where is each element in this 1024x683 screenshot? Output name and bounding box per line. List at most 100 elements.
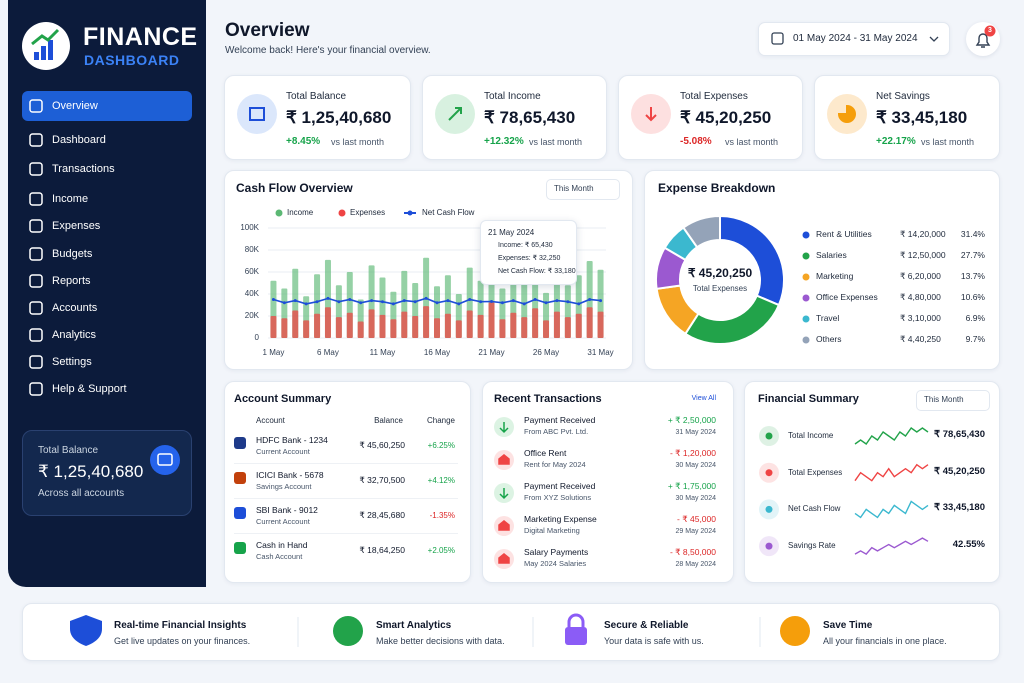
nav-icon [29, 162, 43, 176]
period-dropdown[interactable] [546, 179, 620, 200]
bar [597, 311, 604, 338]
bar [335, 317, 342, 338]
chevron [929, 36, 939, 42]
nav-item[interactable]: Dashboard [52, 134, 106, 146]
summary-value: ₹ 45,20,250 [934, 465, 985, 477]
account-change: +6.25% [427, 441, 455, 450]
account-balance: ₹ 45,60,250 [359, 440, 405, 450]
brand-title: FINANCE [83, 23, 198, 51]
transaction-title: Payment Received [524, 481, 596, 491]
nav-item[interactable]: Income [52, 193, 89, 205]
bar [553, 311, 560, 338]
bar [477, 314, 484, 338]
nav-item[interactable]: Help & Support [52, 383, 127, 395]
account-card [224, 381, 471, 583]
bar [412, 316, 419, 338]
account-type: Current Account [256, 447, 310, 456]
bar [499, 319, 506, 338]
kpi-change: +12.32% [484, 136, 524, 147]
nav-item[interactable]: Settings [52, 356, 92, 368]
kpi-label: Total Income [484, 91, 541, 102]
donut-slice [683, 294, 781, 345]
summary-icon-dot [765, 542, 773, 550]
summary-icon-dot [765, 469, 773, 477]
balance-label: Total Balance [38, 445, 99, 456]
summary-label: Savings Rate [788, 541, 836, 551]
line-point [413, 300, 417, 304]
account-balance: ₹ 18,64,250 [359, 545, 405, 555]
bar [543, 320, 550, 338]
legend-dot [802, 273, 810, 281]
nav-active[interactable] [22, 91, 192, 121]
nav-item[interactable]: Transactions [52, 163, 115, 175]
bar [314, 313, 321, 338]
y-tick-label: 20K [244, 311, 259, 320]
kpi-value: ₹ 33,45,180 [876, 108, 968, 127]
nav-item[interactable]: Reports [52, 275, 91, 287]
summary-icon-dot [765, 432, 773, 440]
legend-dot [802, 294, 810, 302]
bar [434, 318, 440, 338]
card-title: Financial Summary [758, 393, 859, 405]
tooltip-title: 21 May 2024 [488, 228, 535, 237]
feature-icon [565, 627, 587, 645]
brand-subtitle: DASHBOARD [84, 52, 180, 68]
feature-text: Get live updates on your finances. [114, 636, 251, 646]
column-header: Account [256, 416, 285, 425]
period-dropdown[interactable] [916, 390, 990, 411]
line-point [391, 302, 395, 306]
transaction-title: Office Rent [524, 448, 567, 458]
transaction-amount: + ₹ 2,50,000 [667, 415, 716, 425]
period-label[interactable]: This Month [554, 184, 594, 193]
date-picker [758, 22, 950, 56]
line-point [348, 298, 352, 301]
account-change: +4.12% [427, 476, 455, 485]
nav-item[interactable]: Budgets [52, 248, 93, 260]
nav-item[interactable]: Accounts [52, 302, 98, 314]
transaction-sub: May 2024 Salaries [524, 559, 587, 568]
account-balance: ₹ 32,70,500 [359, 475, 405, 485]
nav-item[interactable]: Analytics [52, 329, 97, 341]
date-range[interactable]: 01 May 2024 - 31 May 2024 [793, 33, 918, 44]
legend-dot [338, 209, 346, 217]
y-tick-label: 80K [244, 245, 259, 254]
badge [984, 25, 996, 37]
period-label[interactable]: This Month [924, 395, 964, 404]
y-tick-label: 40K [244, 289, 259, 298]
line-point [511, 299, 515, 303]
legend-dot [802, 336, 810, 344]
bar [270, 316, 277, 338]
y-tick-label: 0 [254, 333, 259, 342]
line-point [566, 300, 570, 304]
feature-title: Secure & Reliable [604, 620, 689, 631]
account-name: HDFC Bank - 1234 [256, 435, 328, 445]
legend-label: Income [287, 208, 314, 217]
legend-dot [802, 315, 810, 323]
summary-value: ₹ 33,45,180 [934, 502, 985, 514]
sparkline [854, 537, 929, 555]
legend-amount: ₹ 3,10,000 [900, 313, 941, 323]
account-name: SBI Bank - 9012 [256, 505, 318, 515]
bar [346, 312, 353, 338]
transaction-title: Marketing Expense [524, 514, 597, 524]
wallet-icon [150, 445, 180, 475]
bar [368, 309, 375, 338]
kpi-note: vs last month [529, 137, 583, 147]
nav-icon [29, 328, 43, 342]
legend-label: Salaries [816, 250, 847, 260]
donut-slice [681, 214, 721, 249]
transaction-date: 29 May 2024 [675, 528, 716, 535]
view-all[interactable]: View All [691, 395, 716, 402]
row-divider [234, 463, 458, 464]
line-point [468, 298, 472, 301]
transaction-title: Payment Received [524, 415, 596, 425]
bank-icon [234, 507, 246, 519]
nav-item[interactable]: Overview [52, 100, 98, 112]
logo-arrow [31, 28, 60, 46]
summary-value: 42.55% [952, 539, 985, 551]
kpi-icon [237, 94, 277, 134]
bar [423, 306, 430, 338]
nav-item[interactable]: Expenses [52, 220, 101, 232]
kpi-glyph [645, 107, 657, 122]
page-subtitle: Welcome back! Here's your financial over… [225, 45, 431, 56]
